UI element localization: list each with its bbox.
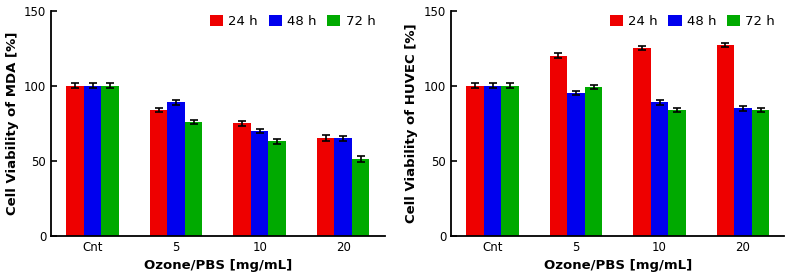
Bar	[251, 131, 269, 236]
Bar	[352, 159, 370, 236]
Bar	[752, 110, 769, 236]
Legend: 24 h, 48 h, 72 h: 24 h, 48 h, 72 h	[608, 13, 778, 31]
X-axis label: Ozone/PBS [mg/mL]: Ozone/PBS [mg/mL]	[544, 259, 692, 272]
Bar	[550, 56, 567, 236]
Bar	[150, 110, 167, 236]
Bar	[651, 102, 668, 236]
Bar	[466, 86, 483, 236]
Bar	[668, 110, 686, 236]
Legend: 24 h, 48 h, 72 h: 24 h, 48 h, 72 h	[207, 13, 378, 31]
Bar	[167, 102, 185, 236]
Bar	[483, 86, 502, 236]
Bar	[101, 86, 119, 236]
Bar	[317, 138, 334, 236]
X-axis label: Ozone/PBS [mg/mL]: Ozone/PBS [mg/mL]	[144, 259, 292, 272]
Bar	[634, 48, 651, 236]
Bar	[233, 123, 251, 236]
Bar	[334, 138, 352, 236]
Bar	[269, 141, 286, 236]
Bar	[66, 86, 84, 236]
Bar	[717, 45, 734, 236]
Bar	[84, 86, 101, 236]
Y-axis label: Cell Viability of MDA [%]: Cell Viability of MDA [%]	[6, 32, 18, 215]
Bar	[585, 87, 602, 236]
Bar	[567, 93, 585, 236]
Bar	[502, 86, 519, 236]
Y-axis label: Cell Viability of HUVEC [%]: Cell Viability of HUVEC [%]	[405, 23, 419, 223]
Bar	[734, 108, 752, 236]
Bar	[185, 122, 202, 236]
